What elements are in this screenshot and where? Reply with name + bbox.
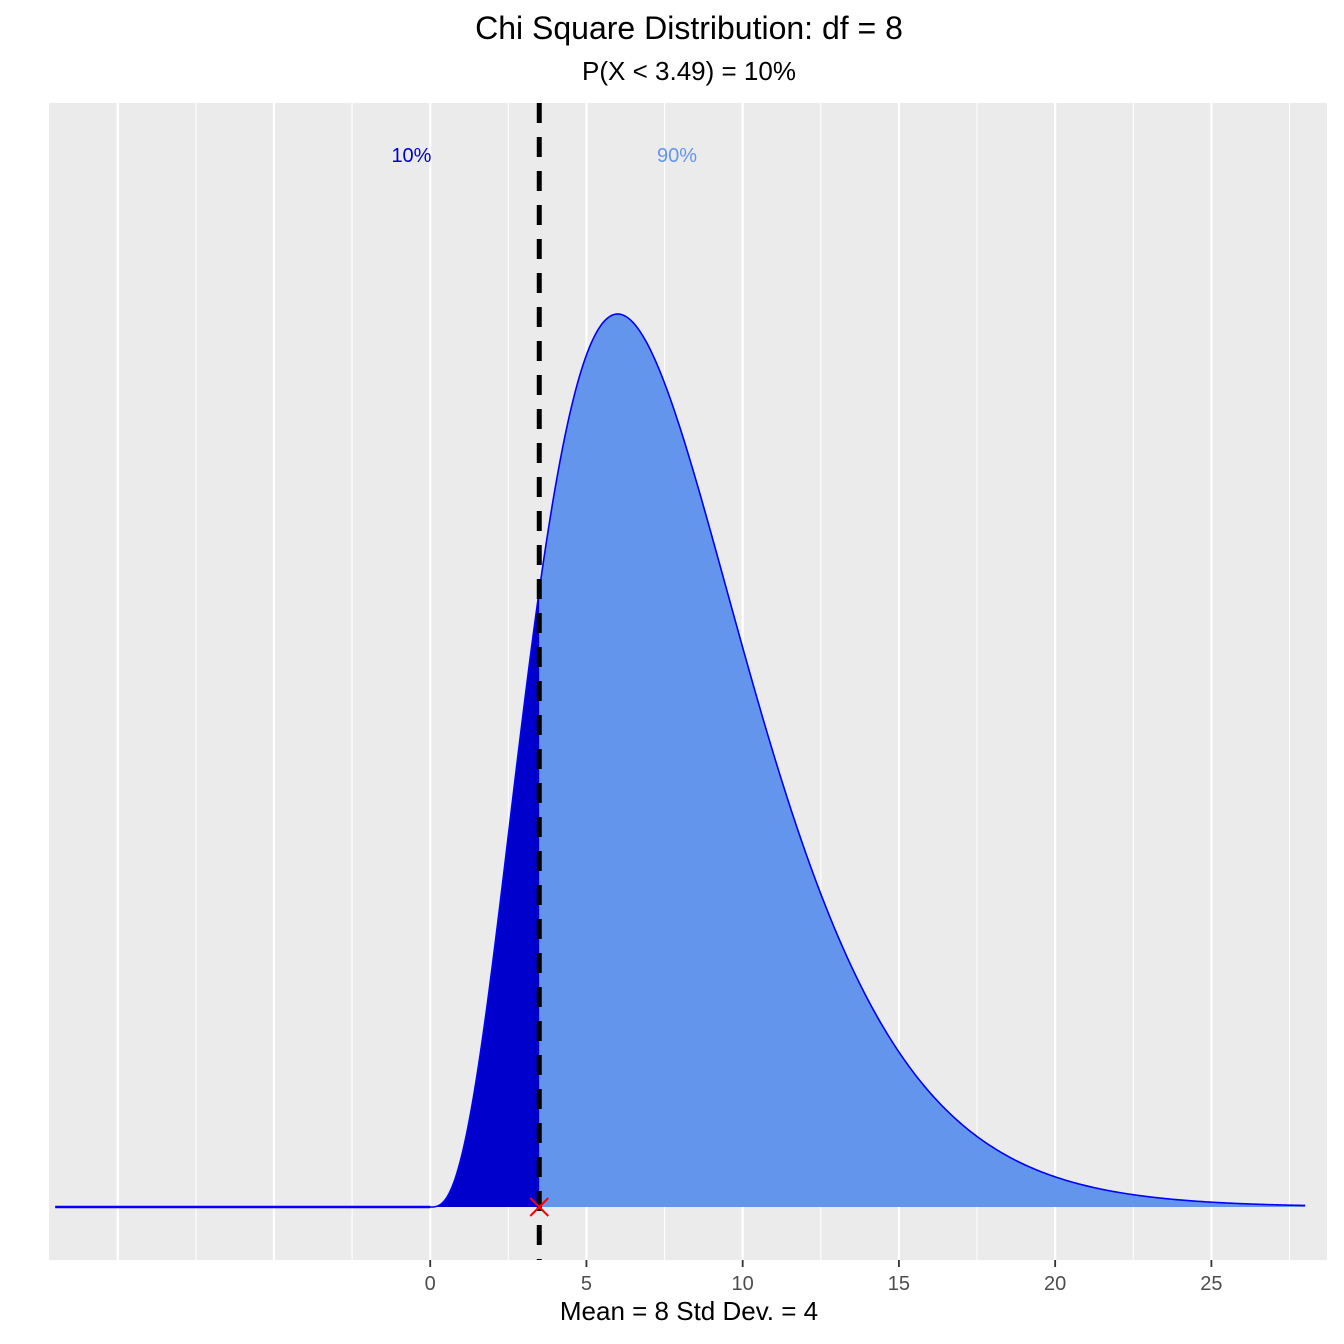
x-axis-ticks: 0 5 10 15 20 25 bbox=[425, 1260, 1223, 1295]
area-lower-region bbox=[430, 590, 540, 1207]
critical-value-marker bbox=[529, 1197, 549, 1217]
chart-subtitle: P(X < 3.49) = 10% bbox=[582, 56, 796, 86]
region-label-upper: 90% bbox=[657, 145, 697, 167]
x-tick-label: 10 bbox=[732, 1273, 754, 1295]
x-axis-label: Mean = 8 Std Dev. = 4 bbox=[559, 1296, 819, 1326]
region-label-lower: 10% bbox=[391, 145, 431, 167]
chart-title: Chi Square Distribution: df = 8 bbox=[475, 10, 903, 46]
x-tick-label: 0 bbox=[425, 1273, 436, 1295]
x-tick-label: 15 bbox=[888, 1273, 910, 1295]
x-tick-label: 25 bbox=[1200, 1273, 1222, 1295]
area-upper-region bbox=[539, 314, 1306, 1207]
x-tick-label: 5 bbox=[581, 1273, 592, 1295]
x-tick-label: 20 bbox=[1044, 1273, 1066, 1295]
